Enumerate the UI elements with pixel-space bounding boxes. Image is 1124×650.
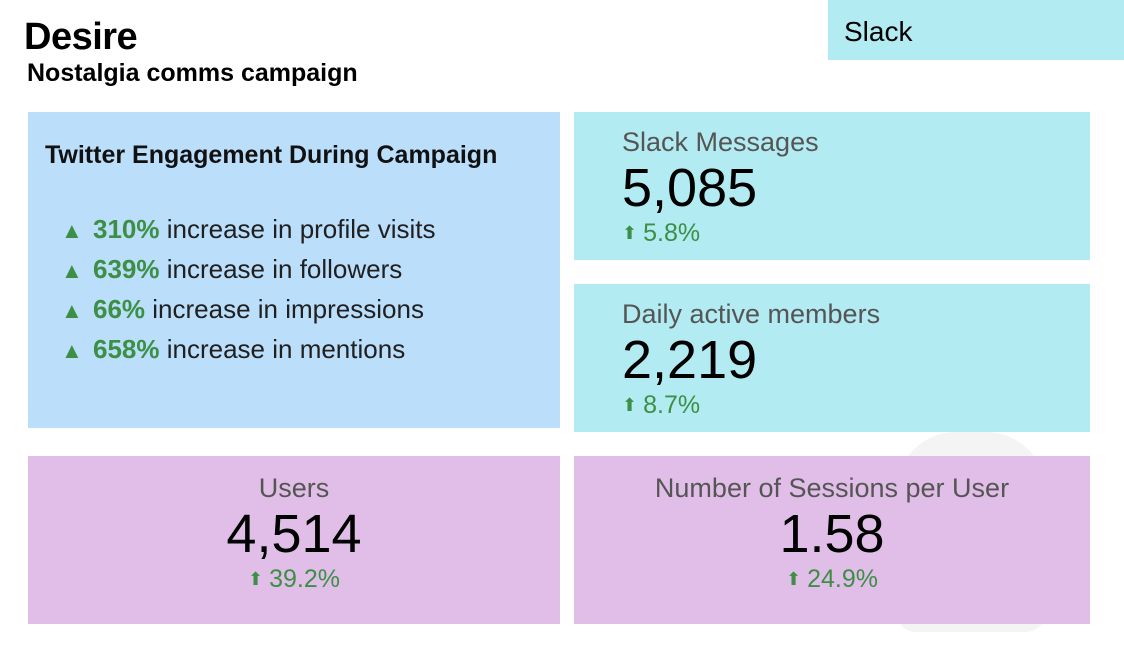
- list-item: ▲ 310% increase in profile visits: [61, 212, 436, 252]
- metric-label: Users: [258, 473, 330, 503]
- metric-delta: ⬆ 24.9%: [786, 565, 878, 593]
- page-title: Desire: [24, 16, 138, 58]
- users-card: Users 4,514 ⬆ 39.2%: [28, 456, 560, 624]
- arrow-up-icon: ⬆: [248, 569, 264, 589]
- sessions-per-user-card: Number of Sessions per User 1.58 ⬆ 24.9%: [574, 456, 1090, 624]
- arrow-up-icon: ⬆: [786, 569, 802, 589]
- arrow-up-icon: ⬆: [622, 395, 638, 415]
- twitter-stats-list: ▲ 310% increase in profile visits ▲ 639% i…: [61, 212, 436, 372]
- metric-label: Slack Messages: [622, 127, 819, 157]
- triangle-up-icon: ▲: [61, 298, 83, 323]
- arrow-up-icon: ⬆: [622, 223, 638, 243]
- twitter-engagement-card: Twitter Engagement During Campaign ▲ 310%…: [28, 112, 560, 428]
- list-item: ▲ 639% increase in followers: [61, 252, 436, 292]
- metric-value: 4,514: [226, 504, 362, 564]
- stat-text: increase in impressions: [152, 294, 424, 324]
- stat-text: increase in mentions: [166, 334, 406, 364]
- metric-delta: ⬆ 8.7%: [622, 391, 701, 419]
- twitter-card-title: Twitter Engagement During Campaign: [45, 141, 498, 169]
- list-item: ▲ 66% increase in impressions: [61, 292, 436, 332]
- triangle-up-icon: ▲: [61, 258, 83, 283]
- stat-text: increase in profile visits: [166, 214, 436, 244]
- metric-label: Daily active members: [622, 299, 881, 329]
- metric-delta: ⬆ 39.2%: [248, 565, 340, 593]
- stat-percent: 658%: [93, 334, 160, 364]
- stat-text: increase in followers: [166, 254, 403, 284]
- stat-percent: 639%: [93, 254, 160, 284]
- stat-percent: 66%: [93, 294, 146, 324]
- daily-active-members-card: Daily active members 2,219 ⬆ 8.7%: [574, 284, 1090, 432]
- triangle-up-icon: ▲: [61, 338, 83, 363]
- metric-label: Number of Sessions per User: [654, 473, 1010, 503]
- metric-value: 5,085: [622, 158, 758, 218]
- metric-value: 1.58: [779, 504, 885, 564]
- page-subtitle: Nostalgia comms campaign: [27, 59, 358, 87]
- source-tag: Slack: [828, 0, 1124, 60]
- metric-delta: ⬆ 5.8%: [622, 219, 701, 247]
- metric-value: 2,219: [622, 330, 758, 390]
- stat-percent: 310%: [93, 214, 160, 244]
- list-item: ▲ 658% increase in mentions: [61, 332, 436, 372]
- slack-messages-card: Slack Messages 5,085 ⬆ 5.8%: [574, 112, 1090, 260]
- triangle-up-icon: ▲: [61, 218, 83, 243]
